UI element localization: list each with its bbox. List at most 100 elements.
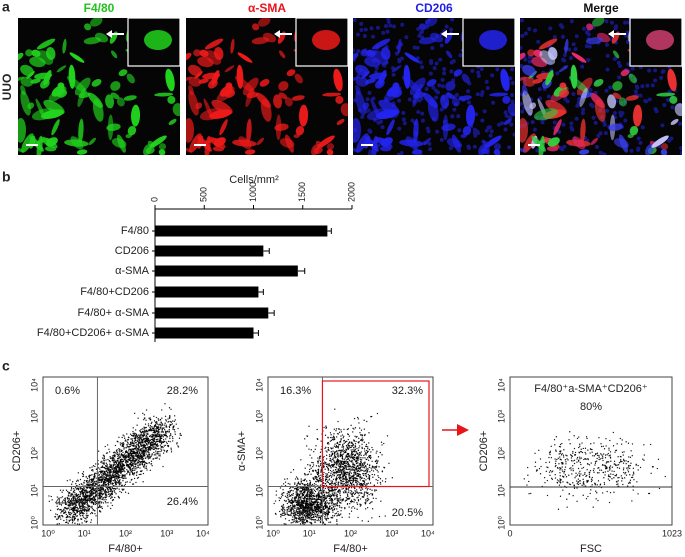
texture: [336, 118, 345, 125]
texture: [527, 49, 535, 57]
x-tick-label: 10⁴: [196, 528, 210, 538]
texture: [213, 137, 226, 147]
texture: [404, 52, 420, 63]
texture: [186, 76, 193, 83]
texture: [426, 79, 437, 87]
texture: [360, 49, 368, 57]
y-tick-label: 10²: [254, 447, 264, 460]
texture: [92, 98, 104, 122]
cytometry-events: [523, 431, 666, 510]
y-tick-label: 10⁰: [29, 516, 39, 530]
plot-frame: [509, 376, 673, 526]
error-bar: [327, 228, 332, 234]
texture: [31, 108, 56, 121]
texture: [326, 143, 335, 151]
texture: [154, 92, 174, 97]
texture: [20, 90, 31, 116]
texture: [355, 85, 361, 96]
texture: [198, 78, 209, 84]
texture: [106, 123, 121, 131]
micrograph-texture: [353, 18, 515, 155]
arrow-head: [608, 30, 614, 38]
texture: [278, 50, 286, 59]
y-tick-label: F4/80+ α-SMA: [78, 307, 150, 319]
error-bar: [263, 248, 270, 254]
texture: [418, 37, 437, 45]
texture: [219, 119, 228, 136]
texture: [538, 38, 558, 50]
texture: [669, 95, 678, 104]
texture: [564, 38, 569, 54]
x-tick-label: 10¹: [78, 528, 91, 538]
texture: [593, 79, 604, 87]
texture: [260, 98, 272, 122]
texture: [77, 87, 86, 108]
panel-letter: c: [2, 358, 10, 374]
texture: [199, 108, 224, 121]
texture: [43, 70, 52, 86]
texture: [592, 18, 605, 27]
error-bar: [268, 310, 275, 316]
texture: [353, 18, 515, 155]
texture: [618, 97, 627, 107]
texture: [340, 103, 348, 117]
x-tick-label: 1000: [248, 182, 258, 202]
texture: [466, 104, 476, 127]
texture: [131, 104, 141, 127]
texture: [204, 135, 211, 155]
texture: [586, 23, 594, 31]
texture: [116, 97, 125, 107]
texture: [78, 118, 84, 143]
texture: [411, 149, 423, 155]
texture: [335, 95, 344, 104]
texture: [571, 52, 587, 63]
quadrant-percent: 20.5%: [392, 507, 423, 519]
texture: [378, 70, 387, 86]
texture: [441, 123, 456, 131]
x-tick-label: 10⁰: [266, 528, 280, 538]
texture: [295, 125, 305, 136]
texture: [18, 76, 25, 83]
x-tick-label: 10³: [385, 528, 398, 538]
texture: [168, 118, 177, 125]
texture: [353, 117, 362, 143]
texture: [500, 68, 510, 92]
texture: [278, 81, 289, 91]
texture: [252, 23, 260, 31]
texture: [451, 97, 460, 107]
inset-texture: [144, 30, 172, 50]
texture: [286, 69, 296, 77]
bar: [155, 265, 298, 277]
texture: [56, 65, 67, 73]
texture: [299, 104, 309, 127]
texture: [45, 137, 58, 147]
texture: [545, 70, 554, 86]
bar: [155, 245, 264, 257]
x-tick-label: 10¹: [303, 528, 316, 538]
texture: [355, 76, 369, 87]
texture: [225, 82, 233, 89]
x-tick-label: 0: [149, 197, 159, 202]
texture: [186, 147, 192, 153]
y-tick-label: F4/80+CD206: [80, 286, 149, 298]
texture: [20, 76, 34, 87]
texture: [493, 143, 502, 151]
y-axis-label: α-SMA+: [236, 431, 248, 471]
y-tick-label: 10³: [496, 410, 506, 423]
texture: [18, 147, 24, 153]
y-tick-label: 10²: [29, 447, 39, 460]
x-tick-label: 10²: [344, 528, 357, 538]
texture: [353, 76, 360, 83]
texture: [403, 64, 411, 89]
texture: [594, 98, 606, 122]
texture: [489, 92, 509, 97]
texture: [633, 104, 643, 127]
y-tick-label: F4/80: [121, 225, 149, 237]
x-axis-label: FSC: [580, 543, 602, 555]
y-axis-label: CD206+: [478, 431, 490, 472]
x-tick-label: 10⁰: [41, 528, 55, 538]
bar: [155, 307, 269, 319]
quadrant-percent: 28.2%: [167, 385, 198, 397]
texture: [211, 70, 220, 86]
texture: [20, 85, 26, 96]
